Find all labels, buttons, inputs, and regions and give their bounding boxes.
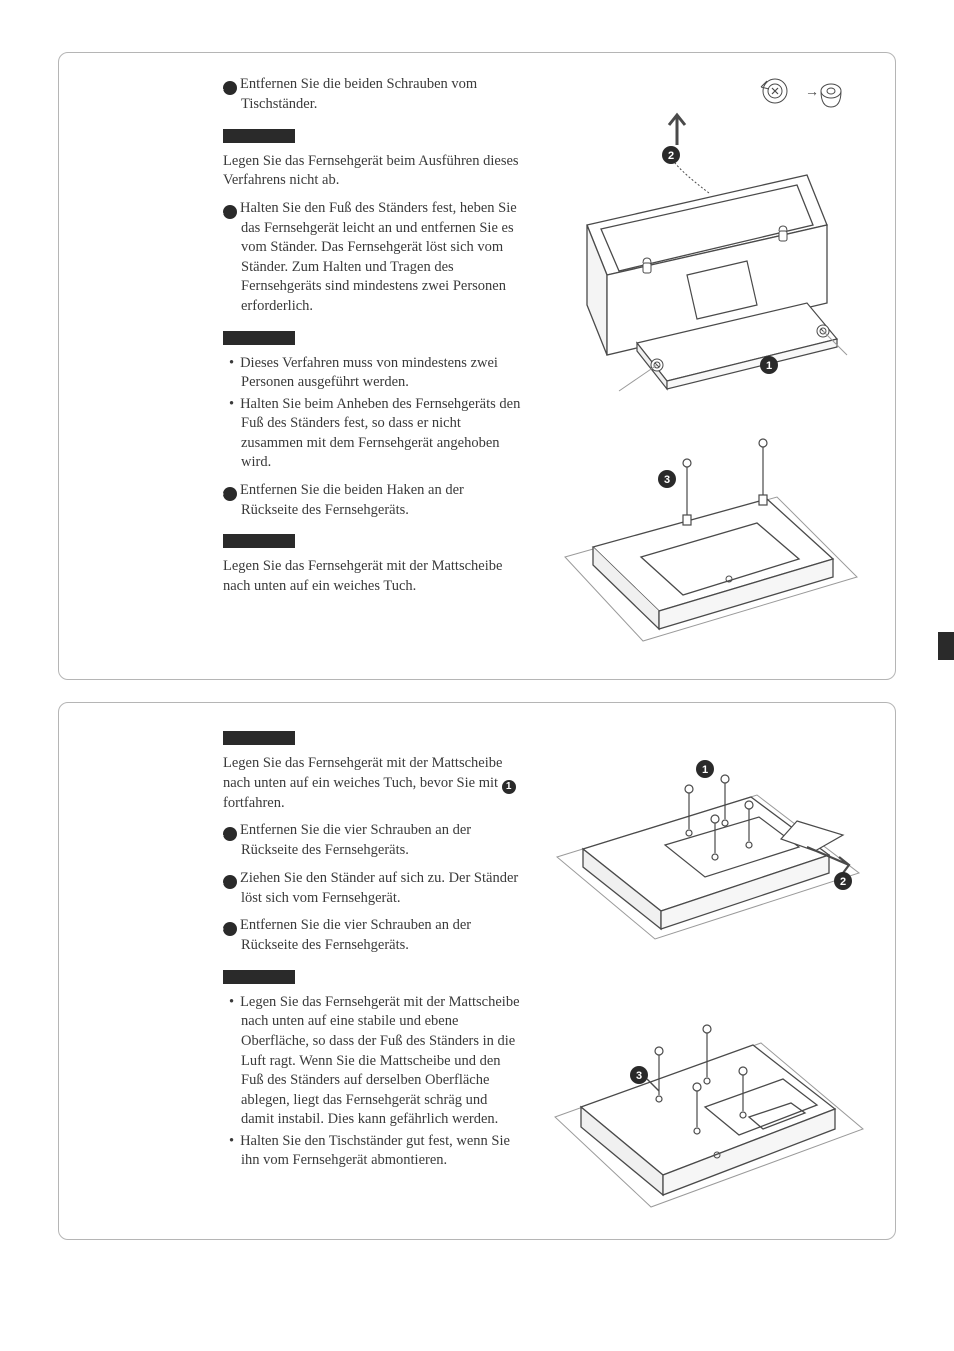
plain-2: Legen Sie das Fernsehgerät mit der Matts… [223,557,523,596]
note-bar [223,731,295,745]
note-bar [223,970,295,984]
panel-bottom: Legen Sie das Fernsehgerät mit der Matts… [58,702,896,1240]
circ-1-icon: 1 [223,827,237,841]
circ-2-icon: 2 [223,205,237,219]
panel-top: 1Entfernen Sie die beiden Schrauben vom … [58,52,896,680]
bullet-item: Halten Sie beim Anheben des Fernsehgerät… [241,395,523,473]
step-1b: 1Entfernen Sie die vier Schrauben an der… [223,821,523,861]
bullet-item: Halten Sie den Tischständer gut fest, we… [241,1132,523,1171]
side-tab [938,632,954,660]
plain-1b: Legen Sie das Fernsehgerät mit der Matts… [223,754,523,813]
note-bar [223,129,295,143]
panel-bottom-figures: 1 2 3 [541,725,873,1217]
circ-3-icon: 3 [223,487,237,501]
bullet-item: Legen Sie das Fernsehgerät mit der Matts… [241,993,523,1130]
note-bar [223,331,295,345]
svg-text:3: 3 [636,1070,642,1082]
svg-text:3: 3 [664,474,670,486]
plain-1b-b: fortfahren. [223,795,285,811]
note-bar [223,534,295,548]
circ-1-inline-icon: 1 [502,780,516,794]
panel-bottom-text: Legen Sie das Fernsehgerät mit der Matts… [223,725,523,1217]
step-3-text: Entfernen Sie die beiden Haken an der Rü… [240,482,464,518]
circ-2-icon: 2 [223,875,237,889]
bullets-2: Legen Sie das Fernsehgerät mit der Matts… [223,993,523,1171]
svg-text:1: 1 [766,360,772,372]
plain-1b-a: Legen Sie das Fernsehgerät mit der Matts… [223,755,502,791]
svg-text:2: 2 [668,150,674,162]
figure-remove-stand: 1 2 [547,725,867,945]
step-1b-text: Entfernen Sie die vier Schrauben an der … [240,822,471,858]
figure-back-screws: 3 [547,957,867,1217]
step-2b-text: Ziehen Sie den Ständer auf sich zu. Der … [240,870,518,906]
step-3: 3Entfernen Sie die beiden Haken an der R… [223,481,523,521]
svg-text:→: → [805,83,819,99]
panel-top-figures: → [541,75,873,657]
bullet-item: Dieses Verfahren muss von mindestens zwe… [241,354,523,393]
svg-text:1: 1 [702,764,708,776]
step-2-text: Halten Sie den Fuß des Ständers fest, he… [240,200,517,314]
figure-tv-on-stand: → [547,75,867,395]
circ-1-icon: 1 [223,81,237,95]
svg-text:2: 2 [840,876,846,888]
step-2b: 2Ziehen Sie den Ständer auf sich zu. Der… [223,869,523,909]
bullets-1: Dieses Verfahren muss von mindestens zwe… [223,354,523,473]
step-3b-text: Entfernen Sie die vier Schrauben an der … [240,917,471,953]
panel-top-text: 1Entfernen Sie die beiden Schrauben vom … [223,75,523,657]
step-2: 2Halten Sie den Fuß des Ständers fest, h… [223,199,523,317]
step-3b: 3Entfernen Sie die vier Schrauben an der… [223,916,523,956]
plain-1: Legen Sie das Fernsehgerät beim Ausführe… [223,152,523,191]
step-1-text: Entfernen Sie die beiden Schrauben vom T… [240,76,477,112]
figure-tv-facedown-hooks: 3 [547,407,867,657]
circ-3-icon: 3 [223,922,237,936]
step-1: 1Entfernen Sie die beiden Schrauben vom … [223,75,523,115]
